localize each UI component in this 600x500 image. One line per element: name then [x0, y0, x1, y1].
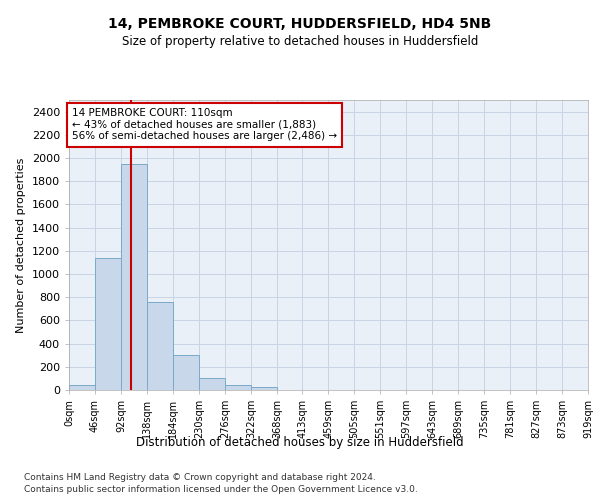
Bar — [121, 164, 147, 390]
Text: Contains public sector information licensed under the Open Government Licence v3: Contains public sector information licen… — [24, 486, 418, 494]
Text: 14 PEMBROKE COURT: 110sqm
← 43% of detached houses are smaller (1,883)
56% of se: 14 PEMBROKE COURT: 110sqm ← 43% of detac… — [72, 108, 337, 142]
Bar — [173, 355, 199, 390]
Y-axis label: Number of detached properties: Number of detached properties — [16, 158, 26, 332]
Bar — [251, 386, 277, 390]
Bar — [95, 258, 121, 390]
Bar — [69, 386, 95, 390]
Text: Contains HM Land Registry data © Crown copyright and database right 2024.: Contains HM Land Registry data © Crown c… — [24, 473, 376, 482]
Bar — [225, 385, 251, 390]
Text: 14, PEMBROKE COURT, HUDDERSFIELD, HD4 5NB: 14, PEMBROKE COURT, HUDDERSFIELD, HD4 5N… — [109, 18, 491, 32]
Text: Size of property relative to detached houses in Huddersfield: Size of property relative to detached ho… — [122, 35, 478, 48]
Bar — [199, 378, 225, 390]
Bar — [147, 302, 173, 390]
Text: Distribution of detached houses by size in Huddersfield: Distribution of detached houses by size … — [136, 436, 464, 449]
